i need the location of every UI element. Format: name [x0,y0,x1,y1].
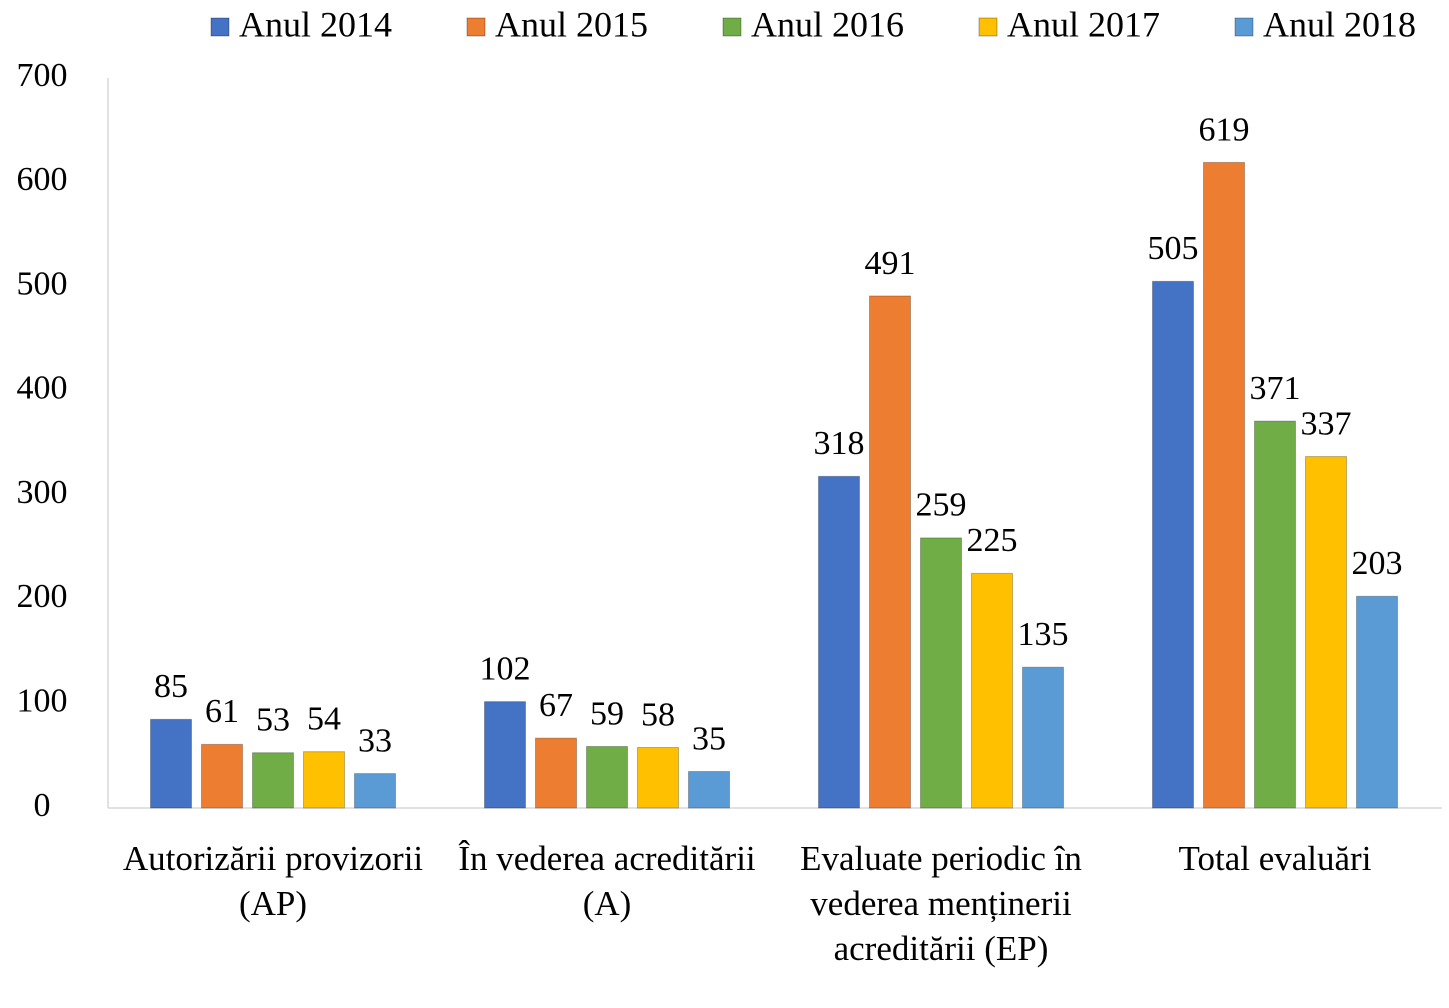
data-label: 35 [692,720,726,757]
data-label: 54 [307,700,341,737]
y-tick-label: 500 [17,265,68,302]
bar [150,718,192,809]
bar [303,751,345,809]
data-label: 67 [539,687,573,724]
bar [1356,595,1398,809]
bar [1305,456,1347,809]
bar [1254,420,1296,809]
x-tick-label: Evaluate periodic în vederea menținerii … [800,839,1082,968]
data-label: 61 [205,693,239,730]
data-label: 85 [154,668,188,705]
bar [818,475,860,809]
bar [869,295,911,809]
legend-swatch [978,17,998,37]
data-label: 53 [256,702,290,739]
data-label: 225 [967,522,1018,559]
legend-label: Anul 2014 [239,4,392,44]
data-label: 619 [1199,111,1250,148]
data-label: 102 [480,650,531,687]
bar [1203,161,1245,809]
data-label: 318 [814,425,865,462]
bar [1152,280,1194,809]
legend-swatch [722,17,742,37]
data-label: 203 [1352,545,1403,582]
legend-label: Anul 2016 [751,4,904,44]
x-tick-label: Autorizării provizorii (AP) [122,839,424,923]
data-label: 259 [916,487,967,524]
bar [535,737,577,809]
bar [688,771,730,809]
data-label: 371 [1250,370,1301,407]
legend-swatch [210,17,230,37]
data-label: 491 [865,245,916,282]
legend-label: Anul 2017 [1007,4,1160,44]
bar [586,745,628,809]
bar [252,752,294,809]
legend-label: Anul 2018 [1263,4,1416,44]
data-label: 135 [1018,616,1069,653]
y-tick-label: 300 [17,474,68,511]
legend-swatch [1234,17,1254,37]
y-tick-label: 400 [17,370,68,407]
data-label: 58 [641,696,675,733]
legend-swatch [466,17,486,37]
y-tick-label: 0 [34,787,51,824]
data-label: 505 [1148,230,1199,267]
data-label: 337 [1301,405,1352,442]
data-label: 33 [358,722,392,759]
bar [637,747,679,809]
y-tick-label: 600 [17,161,68,198]
legend-label: Anul 2015 [495,4,648,44]
data-label: 59 [590,695,624,732]
bar [484,701,526,809]
bar [920,537,962,809]
x-tick-label: Total evaluări [1178,839,1372,878]
bar [1022,666,1064,809]
bar [354,773,396,809]
y-tick-label: 200 [17,578,68,615]
bar [971,572,1013,809]
bar [201,743,243,809]
y-tick-label: 700 [17,57,68,94]
y-tick-label: 100 [17,683,68,720]
x-tick-label: În vederea acreditării (A) [458,839,756,923]
